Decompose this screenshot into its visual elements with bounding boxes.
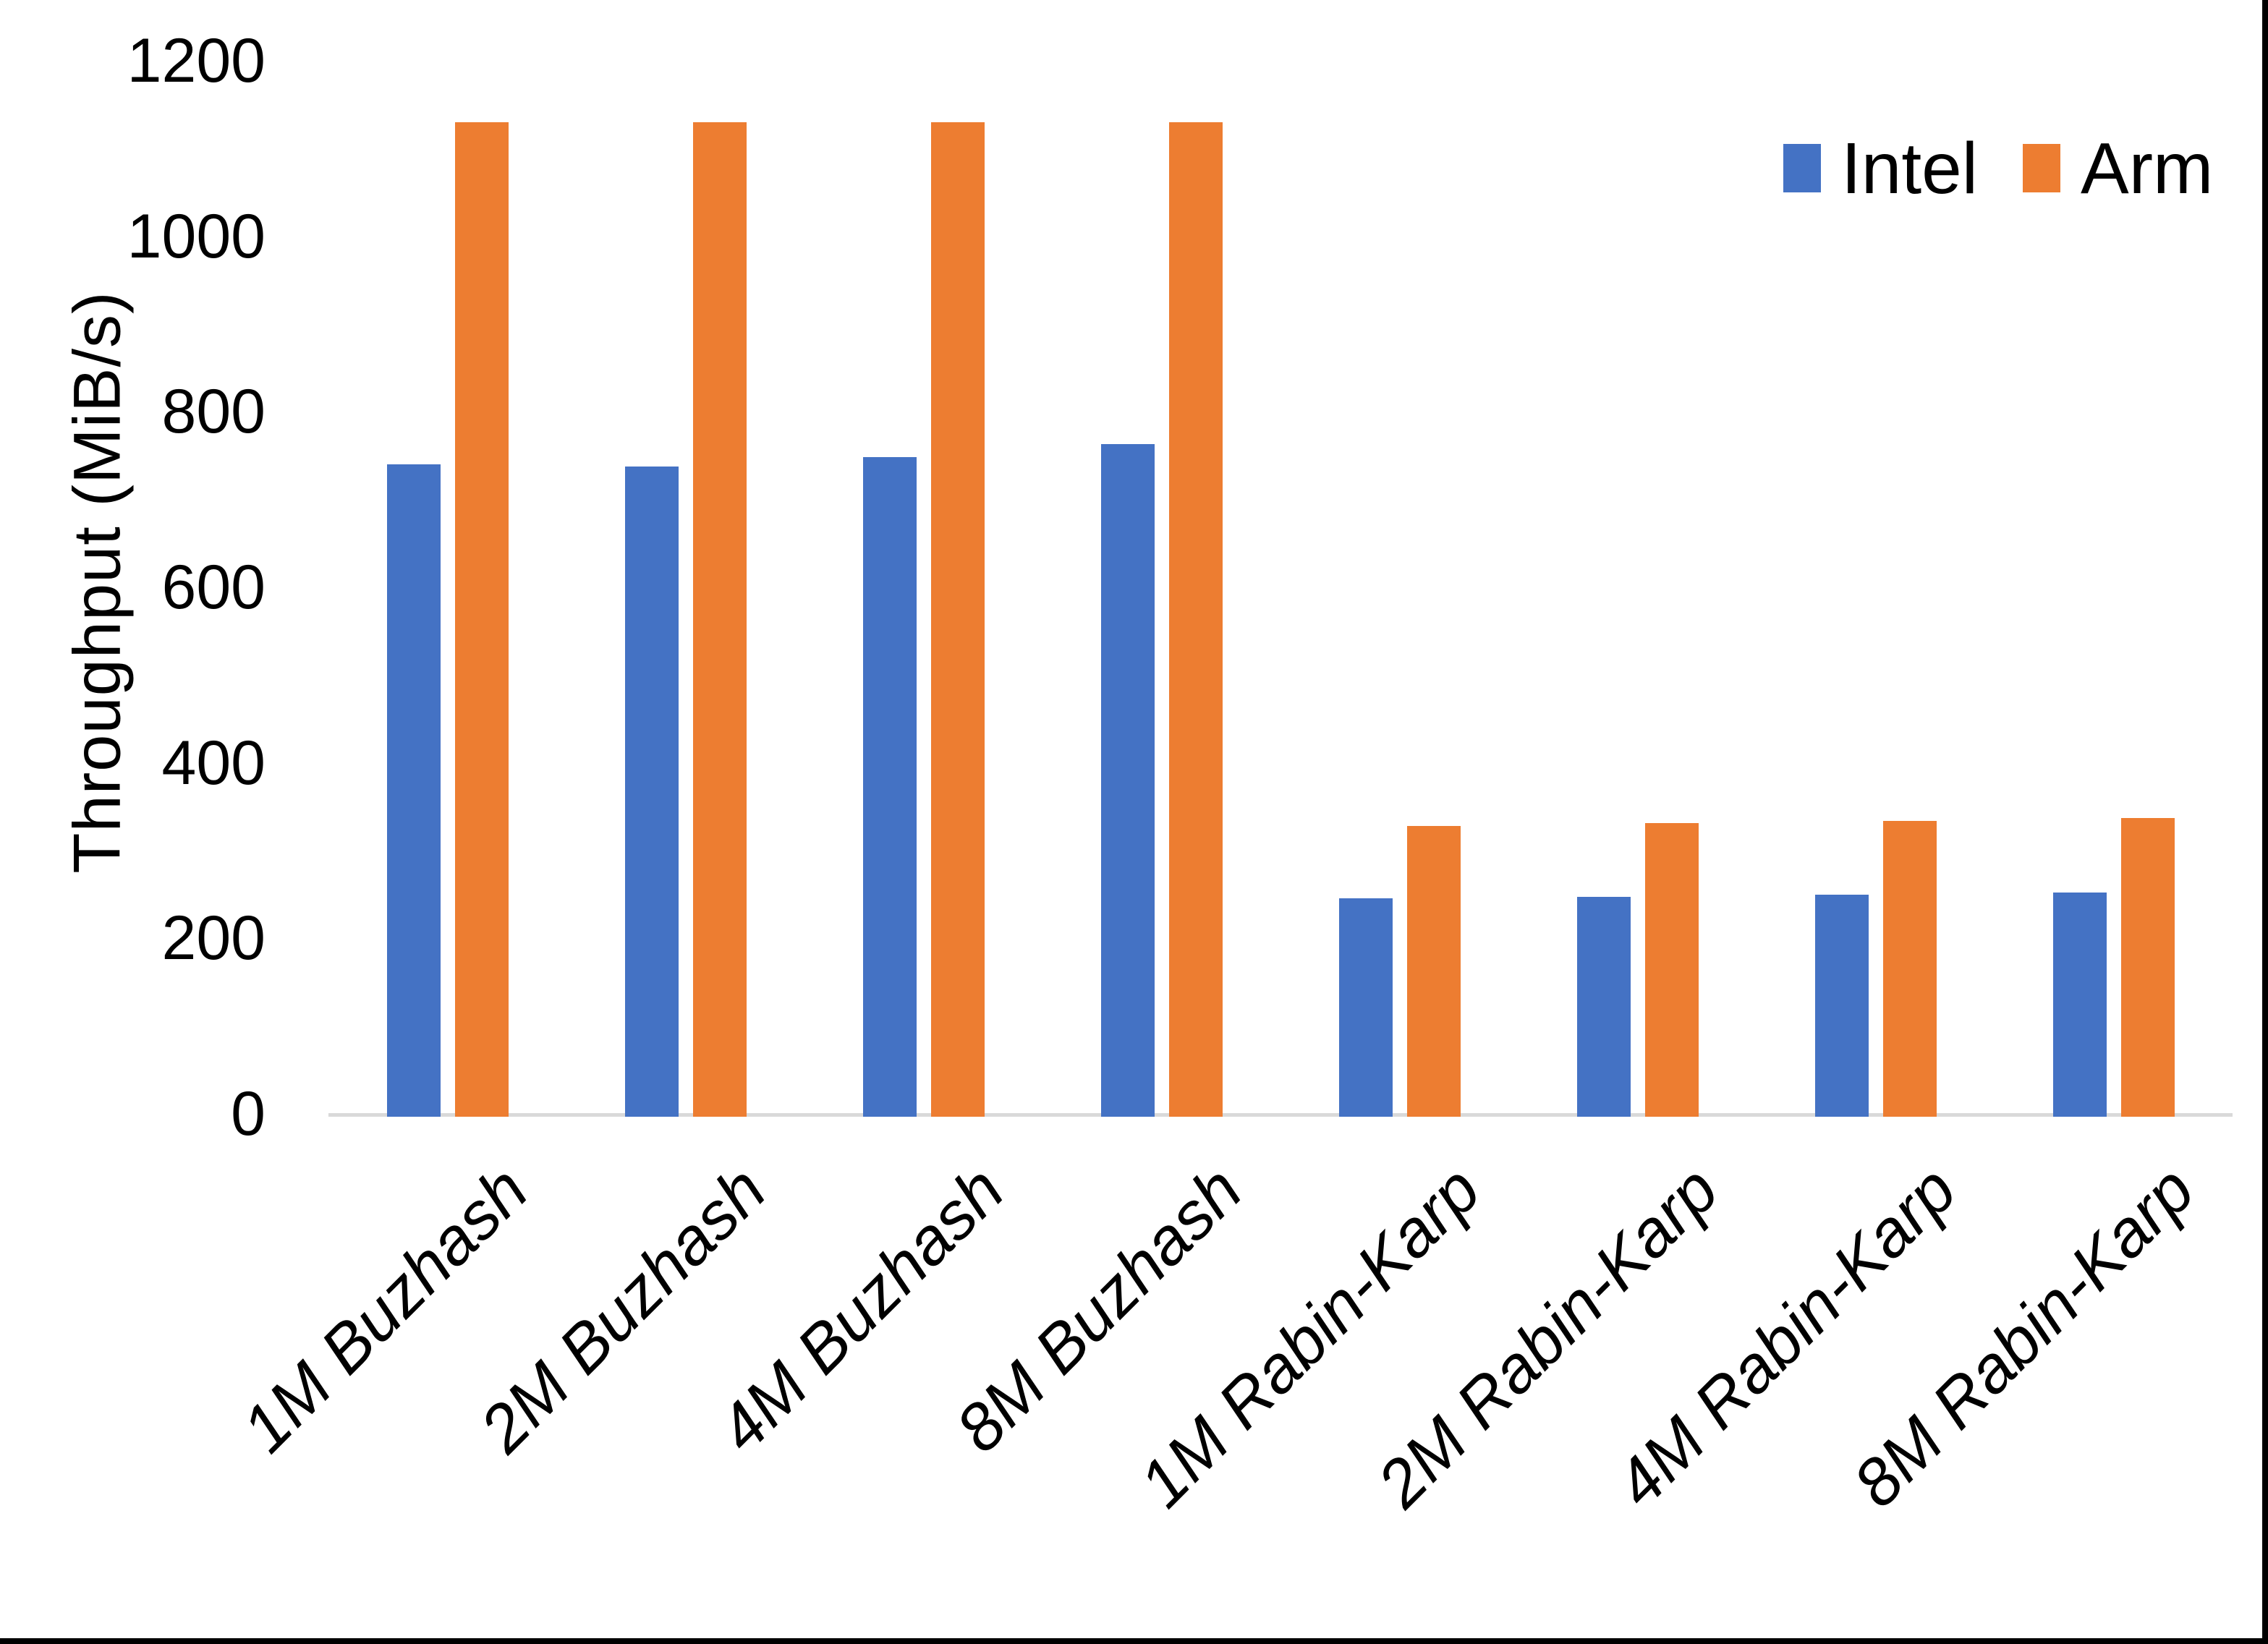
screen-edge-bottom (0, 1638, 2268, 1644)
bar-intel-6 (1576, 897, 1631, 1117)
legend: Intel Arm (1783, 127, 2213, 210)
bar-arm-2 (692, 122, 747, 1117)
y-tick-label: 1000 (127, 201, 266, 271)
bar-arm-1 (454, 122, 509, 1117)
bar-arm-3 (930, 122, 985, 1117)
bar-intel-1 (386, 464, 441, 1117)
bar-arm-6 (1644, 823, 1699, 1117)
bar-intel-5 (1338, 898, 1393, 1117)
bar-intel-8 (2052, 893, 2107, 1117)
bar-intel-2 (624, 466, 679, 1117)
y-tick-label: 1200 (127, 26, 266, 95)
bar-intel-4 (1100, 444, 1155, 1117)
y-tick-label: 200 (161, 903, 266, 974)
screen-edge-right (2262, 0, 2268, 1644)
bar-intel-3 (862, 457, 917, 1117)
bar-arm-8 (2120, 818, 2175, 1117)
y-tick-label: 0 (231, 1079, 266, 1149)
y-tick-label: 400 (161, 728, 266, 798)
legend-label: Intel (1841, 127, 1979, 209)
y-tick-label: 600 (161, 553, 266, 622)
bar-arm-7 (1882, 820, 1937, 1117)
bar-arm-4 (1168, 122, 1223, 1117)
y-tick-label: 800 (161, 377, 266, 447)
x-axis-line (328, 1113, 2233, 1117)
legend-item-intel: Intel (1783, 132, 1978, 205)
legend-item-arm: Arm (2023, 132, 2213, 205)
bar-arm-5 (1406, 826, 1461, 1117)
legend-swatch-intel (1783, 144, 1821, 192)
legend-swatch-arm (2023, 144, 2061, 192)
legend-label: Arm (2081, 127, 2214, 209)
bar-intel-7 (1814, 894, 1869, 1117)
